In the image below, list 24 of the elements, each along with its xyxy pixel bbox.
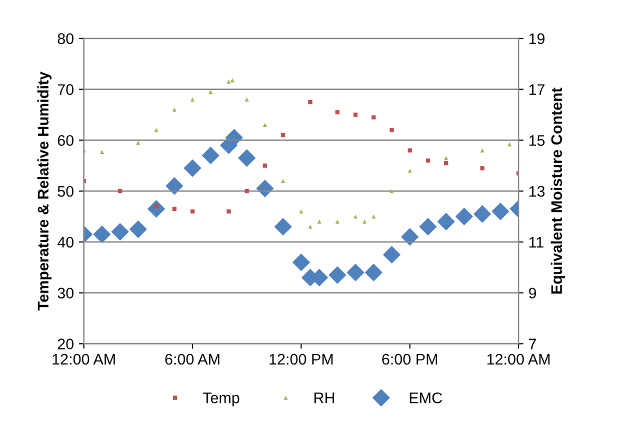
y-tick-label: 60 <box>58 135 74 146</box>
x-tick-label: 6:00 PM <box>382 354 438 365</box>
y-tick-label: 70 <box>58 84 74 95</box>
legend-label: EMC <box>410 392 442 404</box>
y-tick-label: 20 <box>58 338 74 350</box>
y2-tick-label: 7 <box>529 338 536 350</box>
y2-tick-label: 19 <box>529 33 545 44</box>
y-tick-label: 30 <box>58 288 74 299</box>
y-axis-title: Temperature & Relative Humidity <box>37 72 52 310</box>
y2-tick-label: 11 <box>529 236 544 248</box>
x-tick-label: 12:00 AM <box>487 354 550 365</box>
legend-label: RH <box>314 392 334 404</box>
y2-axis-title: Equivalent Moisture Content <box>550 88 566 294</box>
y2-tick-label: 15 <box>529 135 545 146</box>
y-tick-label: 80 <box>58 33 74 44</box>
y-tick-label: 50 <box>58 186 74 197</box>
y2-tick-label: 17 <box>529 84 544 95</box>
legend-label: Temp <box>202 392 240 406</box>
x-tick-label: 6:00 AM <box>165 354 220 365</box>
x-tick-label: 12:00 PM <box>270 354 333 365</box>
y2-tick-label: 9 <box>528 288 536 299</box>
x-tick-label: 12:00 AM <box>52 354 115 365</box>
y2-tick-label: 13 <box>529 186 545 197</box>
y-tick-label: 40 <box>57 236 74 248</box>
